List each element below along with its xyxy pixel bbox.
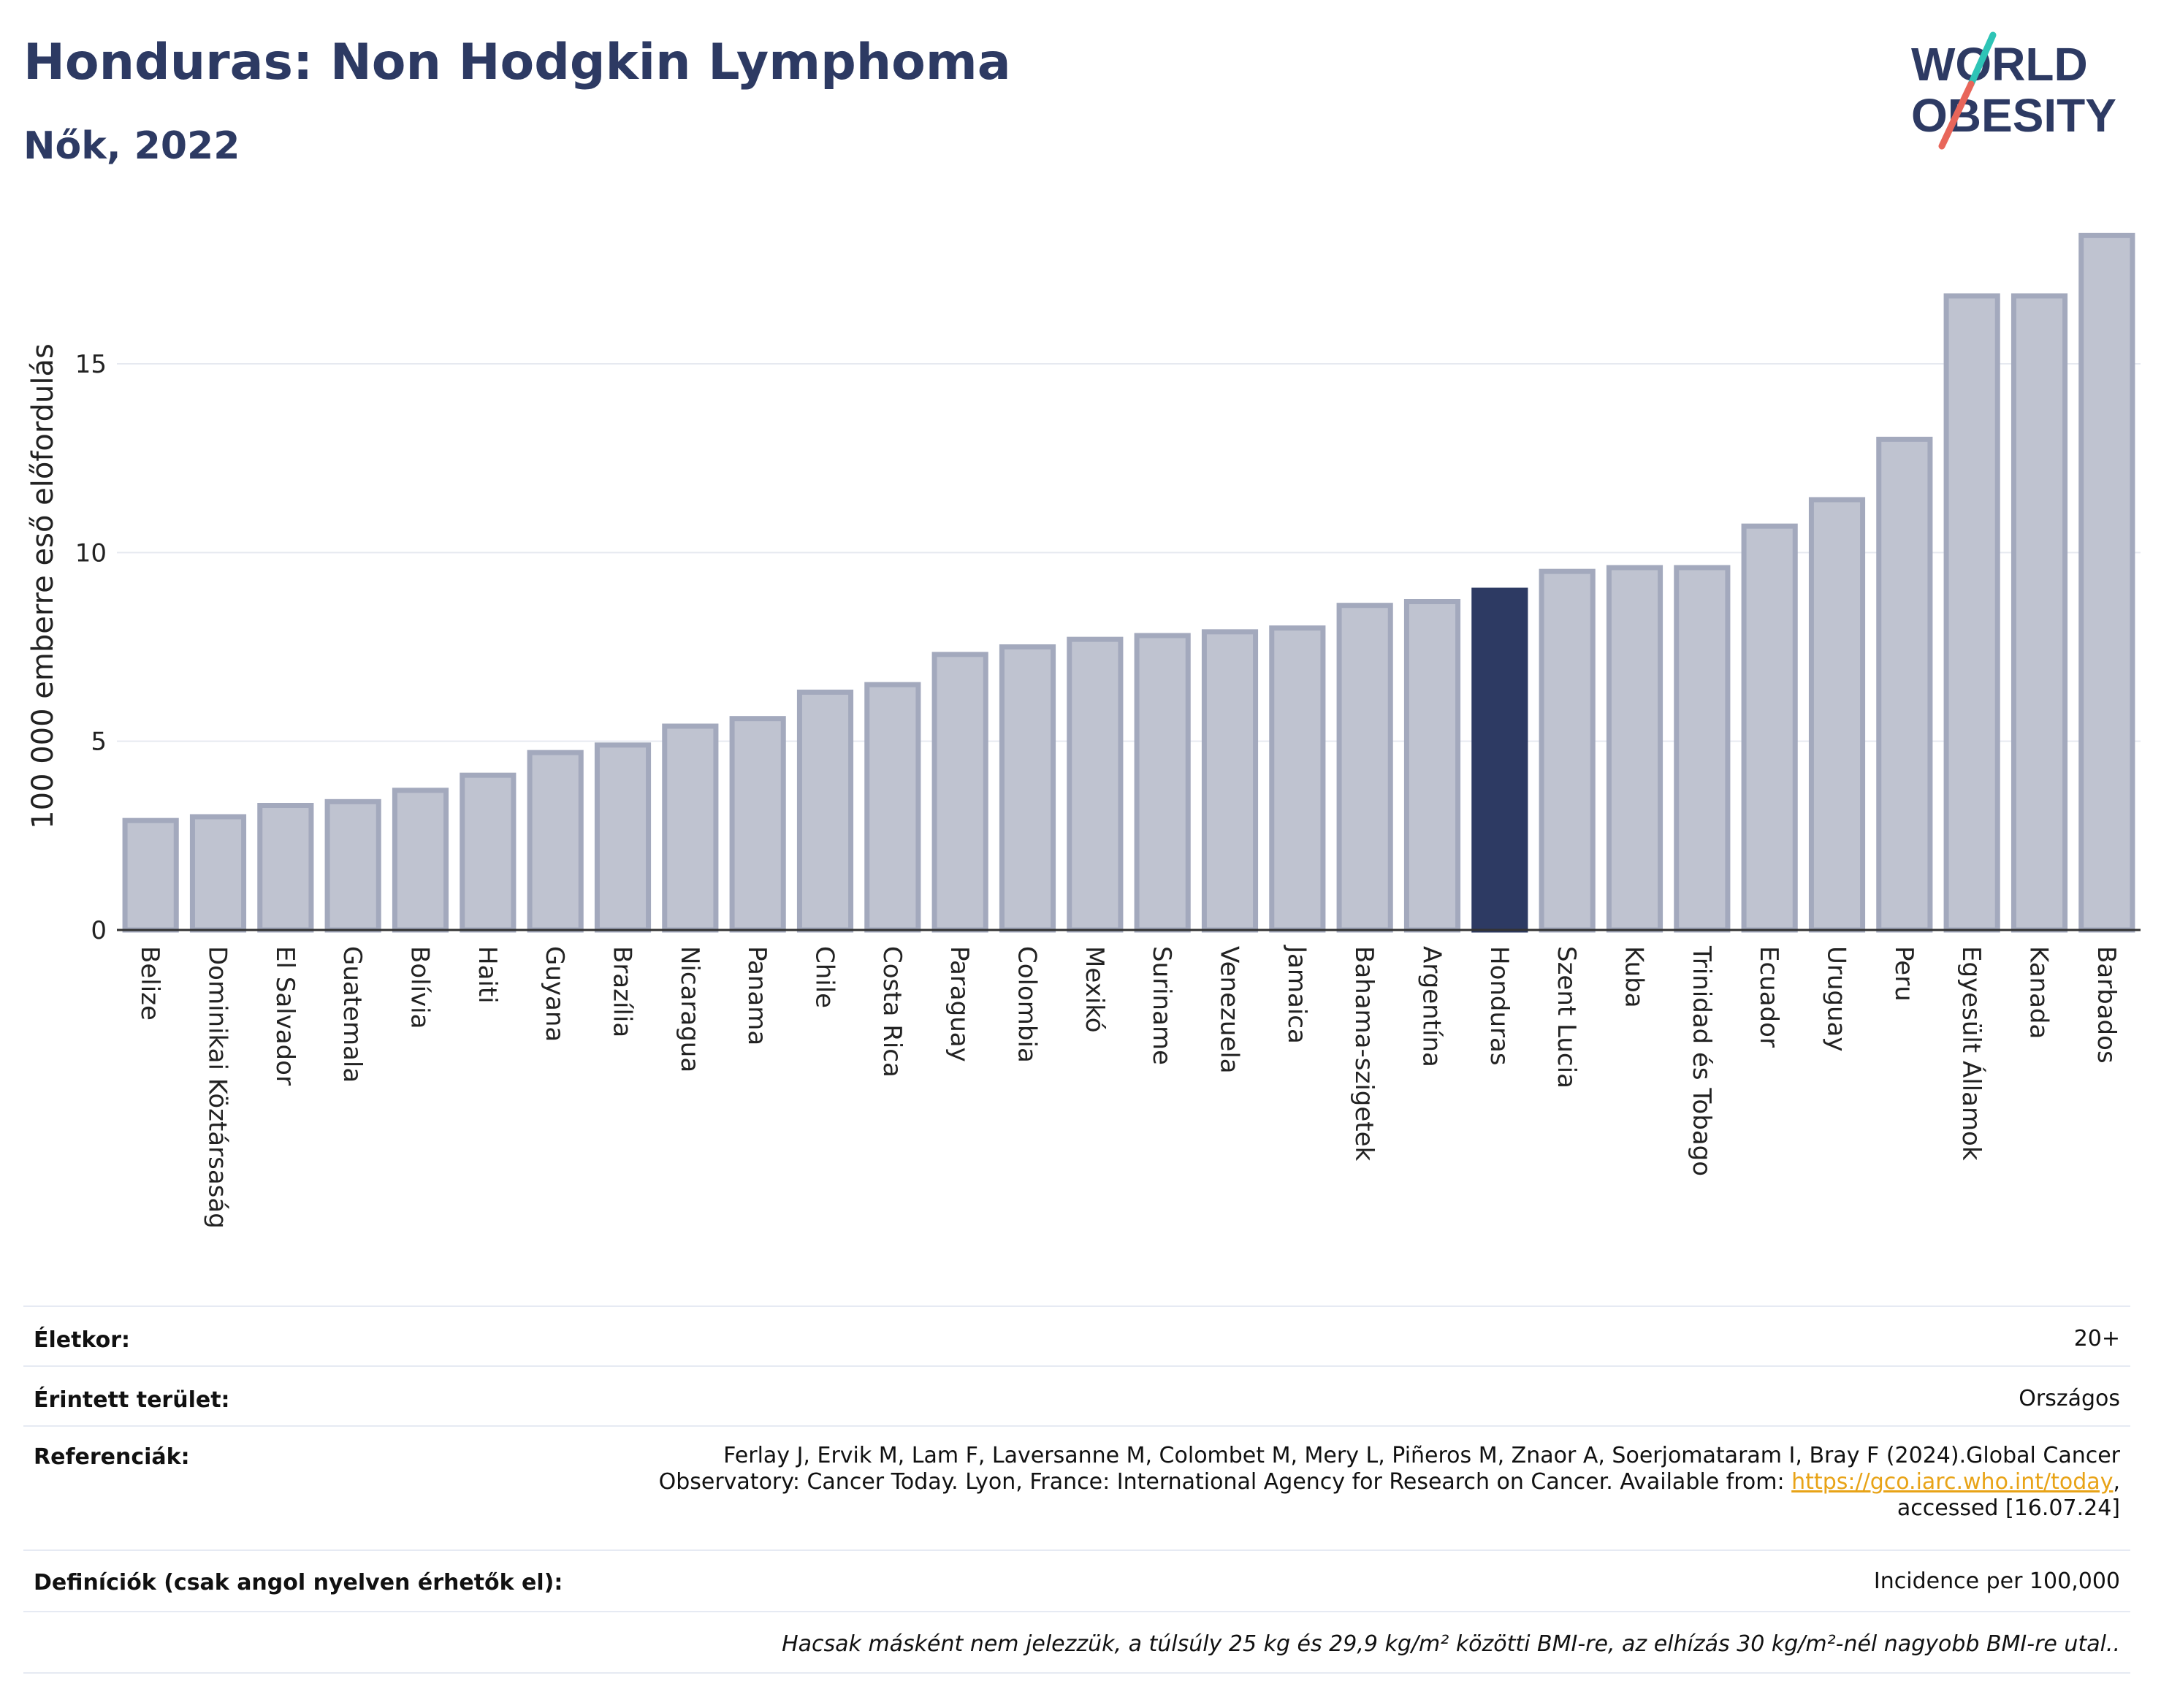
bar-chart: 0 5 10 15 100 000 emberre eső előfordulás Bel…: [26, 232, 2141, 1229]
x-tick-label: Ecuador: [1754, 946, 1783, 1048]
x-tick-label: Barbados: [2092, 946, 2121, 1064]
bar-suriname: [1134, 633, 1191, 933]
area-label: Érintett terület:: [34, 1387, 230, 1413]
x-tick-label: Guatemala: [338, 946, 367, 1083]
bar-kanada: [2011, 293, 2068, 933]
x-tick-label: Dominikai Köztársaság: [203, 946, 232, 1229]
bar-haiti: [460, 772, 517, 933]
x-tick-label: Honduras: [1485, 946, 1514, 1066]
definitions-label: Definíciók (csak angol nyelven érhetők e…: [34, 1570, 563, 1595]
bar-chile: [796, 690, 854, 933]
bar-trinidad-és-tobago: [1674, 565, 1731, 933]
logo-world-text: WORLD: [1911, 38, 2088, 91]
bar-belize: [122, 817, 179, 933]
bar-panama: [729, 716, 786, 933]
x-tick-label: Kuba: [1620, 946, 1649, 1008]
x-tick-label: Nicaragua: [675, 946, 704, 1072]
bar-costa-rica: [864, 682, 921, 933]
age-value: 20+: [2073, 1326, 2120, 1351]
meta-row-age: Életkor: 20+: [23, 1305, 2130, 1365]
x-tick-label: Venezuela: [1215, 946, 1244, 1074]
bar-kuba: [1606, 565, 1663, 933]
references-line-2-text: Observatory: Cancer Today. Lyon, France:…: [658, 1469, 1792, 1495]
x-tick-label: Bahama-szigetek: [1349, 946, 1379, 1162]
bar-peru: [1876, 436, 1933, 933]
logo-slash-teal: [1967, 31, 1997, 88]
y-tick-label: 15: [75, 350, 107, 379]
x-tick-label: Trinidad és Tobago: [1687, 945, 1716, 1176]
bar-paraguay: [931, 652, 988, 933]
y-tick-label: 10: [75, 538, 107, 568]
world-obesity-logo: WORLD OBESITY: [1911, 31, 2116, 150]
x-tick-label: Suriname: [1147, 946, 1176, 1065]
x-tick-label: Jamaica: [1282, 945, 1311, 1044]
x-tick-label: Szent Lucia: [1552, 946, 1581, 1089]
bar-guatemala: [324, 798, 381, 933]
logo-slash-red: [1938, 80, 1975, 150]
definitions-value: Incidence per 100,000: [1873, 1568, 2120, 1594]
y-tick-label: 0: [91, 916, 107, 945]
bar-szent-lucia: [1539, 568, 1596, 933]
bar-nicaragua: [662, 723, 719, 933]
x-tick-label: Colombia: [1013, 946, 1042, 1063]
footnote: Hacsak másként nem jelezzük, a túlsúly 2…: [782, 1631, 2120, 1657]
x-tick-label: Haiti: [473, 946, 502, 1004]
bar-barbados: [2078, 232, 2135, 933]
x-tick-label: El Salvador: [270, 946, 300, 1086]
references-line-1: Ferlay J, Ervik M, Lam F, Laversanne M, …: [723, 1443, 2120, 1468]
bar-venezuela: [1201, 629, 1259, 933]
meta-row-note: Hacsak másként nem jelezzük, a túlsúly 2…: [23, 1611, 2130, 1674]
references-line-2-end: ,: [2113, 1469, 2120, 1495]
bar-bolívia: [392, 788, 449, 933]
bar-argentína: [1403, 599, 1461, 933]
references-value: Ferlay J, Ervik M, Lam F, Laversanne M, …: [148, 1443, 2120, 1522]
x-tick-label: Mexikó: [1080, 946, 1109, 1033]
x-tick-label: Guyana: [540, 946, 569, 1042]
x-tick-label: Peru: [1889, 946, 1918, 1002]
x-tick-label: Panama: [742, 946, 771, 1045]
x-tick-label: Chile: [810, 946, 839, 1008]
bar-dominikai-köztársaság: [189, 814, 247, 933]
x-tick-label: Kanada: [2024, 946, 2054, 1039]
bar-colombia: [999, 644, 1056, 933]
bar-jamaica: [1269, 625, 1326, 933]
y-axis-label: 100 000 emberre eső előfordulás: [26, 343, 60, 829]
bar-uruguay: [1808, 497, 1866, 933]
x-tick-label: Costa Rica: [877, 946, 907, 1078]
x-tick-label: Belize: [135, 946, 164, 1021]
meta-row-definitions: Definíciók (csak angol nyelven érhetők e…: [23, 1549, 2130, 1611]
references-line-2: Observatory: Cancer Today. Lyon, France:…: [148, 1469, 2120, 1495]
bar-bahama-szigetek: [1336, 603, 1393, 933]
references-link[interactable]: https://gco.iarc.who.int/today: [1791, 1469, 2114, 1495]
bar-el-salvador: [257, 803, 314, 933]
metadata-table: Életkor: 20+ Érintett terület: Országos …: [23, 1305, 2130, 1674]
bar-guyana: [527, 750, 584, 933]
x-tick-label: Egyesült Államok: [1956, 946, 1986, 1161]
bar-mexikó: [1067, 636, 1124, 933]
bar-ecuador: [1741, 523, 1798, 933]
y-tick-label: 5: [91, 728, 107, 757]
chart-subtitle: Nők, 2022: [23, 124, 240, 168]
x-tick-label: Argentína: [1417, 946, 1447, 1067]
references-label: Referenciák:: [34, 1444, 190, 1470]
references-line-3: accessed [16.07.24]: [1897, 1495, 2120, 1521]
area-value: Országos: [2019, 1386, 2120, 1411]
bar-brazília: [594, 742, 652, 933]
x-tick-label: Uruguay: [1822, 946, 1851, 1052]
x-tick-label: Paraguay: [945, 946, 974, 1062]
x-tick-label: Brazília: [608, 946, 637, 1037]
x-tick-label: Bolívia: [405, 946, 435, 1029]
age-label: Életkor:: [34, 1327, 131, 1353]
chart-title: Honduras: Non Hodgkin Lymphoma: [23, 34, 1011, 91]
meta-row-area: Érintett terület: Országos: [23, 1365, 2130, 1425]
bar-egyesült-államok: [1943, 293, 2000, 933]
bar-honduras: [1471, 587, 1528, 933]
meta-row-references: Referenciák: Ferlay J, Ervik M, Lam F, L…: [23, 1425, 2130, 1549]
